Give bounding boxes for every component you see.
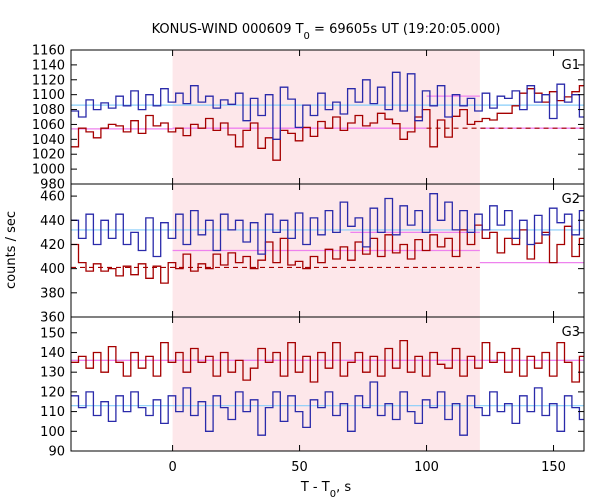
y-tick-label: 1140 [32,58,65,73]
panel-g1 [71,71,584,161]
panel-frame [70,316,585,452]
series-blue-g2 [71,193,584,258]
y-tick-label: 1120 [32,73,65,88]
y-tick-label: 980 [40,178,65,193]
y-tick-label: 400 [40,262,65,277]
x-axis-title-main: T - T [300,480,330,495]
chart-title-rest: = 69605s UT (19:20:05.000) [310,22,500,37]
series-red-g2 [71,224,584,284]
x-tick-label: 150 [541,460,566,475]
y-tick-label: 1020 [32,148,65,163]
panel-label-g3: G3 [562,325,580,340]
panel-label-g2: G2 [562,192,580,207]
y-tick-label: 420 [40,238,65,253]
series-blue-g1 [71,71,584,140]
series-red-g1 [71,85,584,161]
x-tick-label: 100 [414,460,439,475]
y-tick-label: 1080 [32,103,65,118]
y-tick-label: 100 [40,425,65,440]
series-blue-g3 [71,381,584,436]
y-tick-label: 1000 [32,163,65,178]
y-tick-label: 380 [40,286,65,301]
panel-label-g1: G1 [562,58,580,73]
y-tick-label: 90 [48,445,65,460]
x-axis-title-rest: , s [336,480,351,495]
x-axis-title-sub: 0 [330,489,336,500]
chart-title-sub: 0 [304,31,310,42]
y-tick-label: 130 [40,366,65,381]
panel-g3 [71,339,584,436]
x-tick-label: 50 [291,460,308,475]
y-tick-label: 1100 [32,88,65,103]
series-red-g3 [71,339,584,383]
panel-g2 [71,193,584,284]
y-tick-label: 1160 [32,44,65,59]
frames-group: 980100010201040106010801100112011401160G… [32,44,585,475]
y-tick-label: 1060 [32,118,65,133]
y-tick-label: 440 [40,214,65,229]
x-tick-label: 0 [168,460,176,475]
y-tick-label: 140 [40,346,65,361]
chart-title-main: KONUS-WIND 000609 T [152,22,304,37]
y-tick-label: 120 [40,385,65,400]
y-tick-label: 110 [40,405,65,420]
y-tick-label: 150 [40,326,65,341]
y-tick-label: 460 [40,190,65,205]
y-axis-title: counts / sec [4,211,19,289]
chart-title: KONUS-WIND 000609 T0 = 69605s UT (19:20:… [152,22,501,42]
y-tick-label: 360 [40,311,65,326]
panels-group [71,71,584,436]
x-axis-title: T - T0, s [300,480,351,500]
y-tick-label: 1040 [32,133,65,148]
